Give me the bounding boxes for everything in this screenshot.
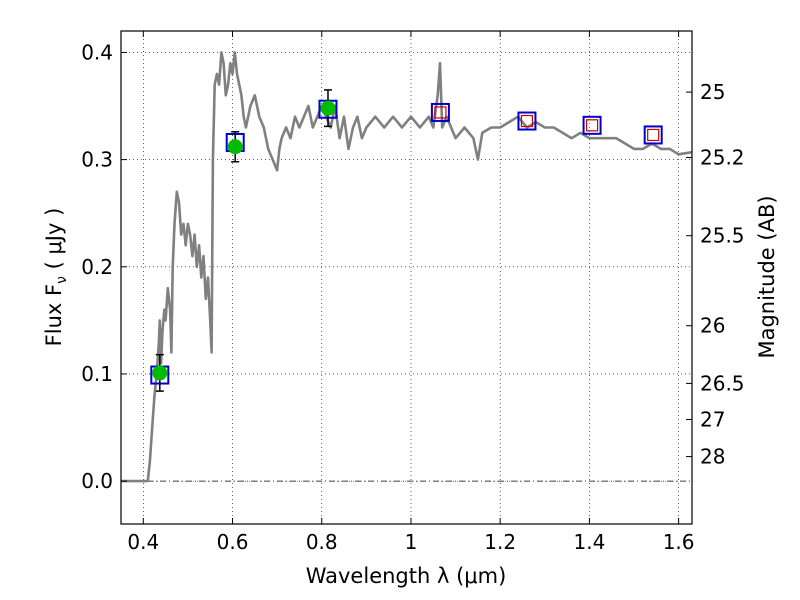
plot-frame bbox=[120, 30, 693, 525]
y-tick-label: 0.1 bbox=[81, 362, 113, 386]
upper-limit-marker bbox=[520, 114, 534, 128]
photometry-layer bbox=[150, 89, 663, 392]
sed-model-layer bbox=[121, 51, 693, 483]
x-tick-label: 0.4 bbox=[127, 530, 159, 554]
mag-tick-label: 28 bbox=[700, 445, 725, 469]
sed-model-line bbox=[121, 51, 693, 483]
observed-photometry-point bbox=[320, 100, 336, 116]
x-tick-label: 1 bbox=[405, 530, 418, 554]
model-photometry-square bbox=[643, 125, 663, 145]
model-photometry-square bbox=[517, 111, 537, 131]
y-tick-label: 0.2 bbox=[81, 255, 113, 279]
mag-tick-label: 25.2 bbox=[700, 145, 745, 169]
axis-ticks: 0.4 0.6 0.8 1 1.2 1.4 1.6 0.0 0.1 0.2 0.3 0.4 25 25.2… bbox=[81, 31, 745, 554]
model-photometry-square bbox=[582, 115, 602, 135]
mag-tick-label: 25.5 bbox=[700, 224, 745, 248]
model-photometry-square bbox=[430, 102, 450, 122]
upper-limit-marker bbox=[585, 119, 599, 132]
x-tick-label: 0.6 bbox=[217, 530, 249, 554]
x-axis-label: Wavelength λ (μm) bbox=[306, 564, 507, 588]
upper-limit-marker bbox=[434, 106, 447, 119]
y-axis-label-units: ( μJy ) bbox=[42, 208, 66, 276]
mag-tick-label: 25 bbox=[700, 80, 725, 104]
y-axis-label-subscript: ν bbox=[54, 276, 70, 284]
observed-photometry-point bbox=[152, 365, 168, 381]
y2-axis-label: Magnitude (AB) bbox=[755, 195, 779, 358]
mag-tick-label: 26 bbox=[700, 314, 725, 338]
y-tick-label: 0.0 bbox=[81, 469, 113, 493]
x-tick-label: 0.8 bbox=[306, 530, 338, 554]
y-axis-label: Flux Fν ( μJy ) bbox=[42, 208, 70, 347]
observed-photometry-point bbox=[227, 139, 243, 155]
y-tick-label: 0.3 bbox=[81, 148, 113, 172]
y-axis-label-main: Flux F bbox=[42, 284, 66, 346]
x-tick-label: 1.6 bbox=[663, 530, 695, 554]
mag-tick-label: 27 bbox=[700, 408, 725, 432]
grid bbox=[121, 31, 692, 524]
x-tick-label: 1.2 bbox=[484, 530, 516, 554]
upper-limit-marker bbox=[647, 128, 660, 142]
y-tick-label: 0.4 bbox=[81, 40, 113, 64]
mag-tick-label: 26.5 bbox=[700, 371, 745, 395]
x-tick-label: 1.4 bbox=[573, 530, 605, 554]
